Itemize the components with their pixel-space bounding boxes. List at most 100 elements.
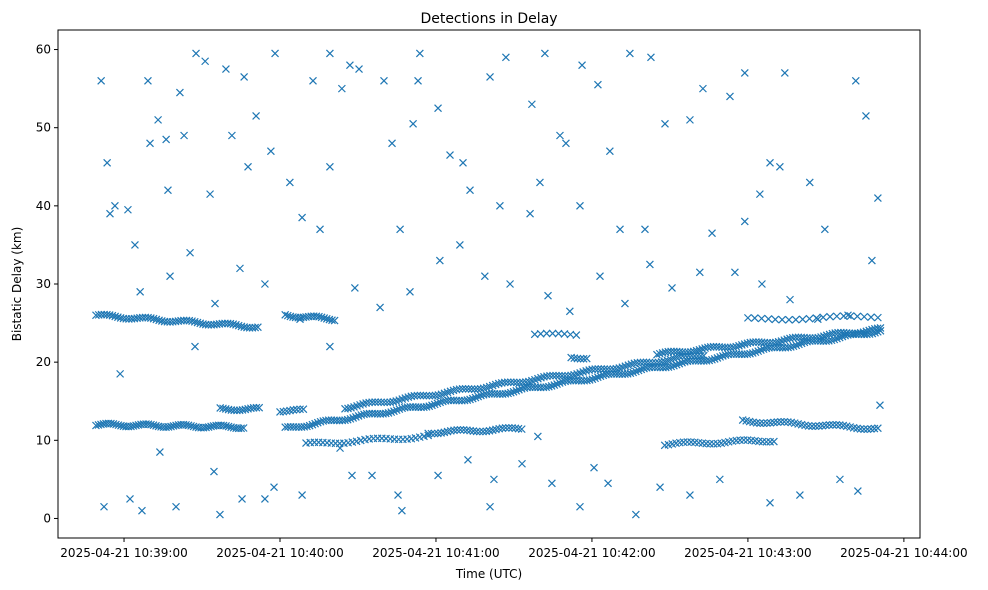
scatter-point [853, 312, 862, 321]
scatter-point [501, 423, 510, 432]
y-tick-label: 30 [36, 277, 51, 291]
scatter-point [696, 352, 705, 360]
scatter-point [449, 386, 458, 395]
scatter-point [271, 49, 279, 58]
scatter-point [446, 426, 455, 435]
scatter-point [778, 315, 787, 324]
scatter-point [387, 408, 396, 417]
scatter-point [518, 459, 526, 468]
scatter-point [762, 437, 771, 446]
scatter-point [667, 347, 676, 356]
scatter-point [669, 361, 678, 370]
scatter-point [276, 408, 284, 416]
scatter-point [236, 264, 244, 273]
scatter-point [856, 328, 865, 337]
scatter-point [863, 425, 872, 434]
scatter-point [565, 307, 574, 316]
scatter-point [792, 341, 801, 350]
scatter-point [633, 358, 642, 367]
scatter-point [657, 358, 666, 366]
scatter-point [832, 312, 841, 321]
scatter-point [380, 398, 389, 407]
scatter-point [544, 291, 552, 300]
scatter-point [434, 391, 443, 399]
scatter-point [819, 332, 828, 341]
scatter-point [97, 76, 106, 85]
scatter-point [593, 80, 602, 89]
scatter-point [821, 421, 830, 430]
scatter-point [396, 225, 405, 234]
scatter-point [222, 65, 230, 74]
scatter-point [591, 374, 599, 383]
x-axis: 2025-04-21 10:39:00 2025-04-21 10:40:00 20… [60, 538, 968, 560]
scatter-point [270, 483, 278, 492]
scatter-point [726, 92, 734, 101]
scatter-point [612, 364, 621, 373]
scatter-point [289, 406, 298, 414]
scatter-point [503, 378, 512, 387]
scatter-point [479, 427, 487, 436]
scatter-point [425, 391, 434, 400]
scatter-point [699, 84, 707, 93]
scatter-point [578, 61, 586, 70]
scatter-point [755, 190, 764, 199]
scatter-point [836, 475, 844, 484]
scatter-point [283, 311, 292, 320]
scatter-point [757, 314, 766, 323]
scatter-point [462, 426, 471, 435]
scatter-point [467, 385, 476, 393]
scatter-point [710, 354, 719, 363]
scatter-point [285, 178, 294, 187]
scatter-point [737, 341, 746, 349]
scatter-point [316, 225, 324, 234]
x-tick-label: 2025-04-21 10:40:00 [216, 546, 343, 560]
scatter-point [266, 147, 275, 156]
scatter-point [252, 403, 261, 412]
scatter-point [808, 422, 816, 431]
scatter-point [705, 439, 714, 448]
scatter-point [501, 53, 510, 62]
scatter-point [678, 348, 687, 357]
scatter-point [192, 49, 200, 58]
scatter-point [867, 256, 876, 265]
scatter-point [561, 371, 569, 380]
scatter-point [641, 225, 649, 234]
scatter-point [828, 420, 837, 429]
scatter-point [730, 268, 739, 277]
scatter-point [232, 320, 240, 329]
scatter-point [713, 353, 722, 362]
scatter-point [567, 353, 576, 362]
scatter-point [515, 385, 523, 394]
scatter-point [777, 337, 786, 345]
scatter-point [508, 423, 516, 432]
scatter-point [553, 380, 561, 388]
x-tick-label: 2025-04-21 10:43:00 [684, 546, 811, 560]
scatter-point [455, 240, 464, 249]
scatter-point [626, 369, 635, 378]
scatter-point [376, 303, 385, 312]
scatter-point [251, 323, 260, 332]
scatter-point [138, 506, 146, 515]
scatter-point [406, 287, 414, 296]
y-tick-label: 50 [36, 121, 51, 135]
scatter-point [825, 330, 834, 339]
scatter-point [252, 112, 261, 120]
scatter-point [459, 425, 468, 434]
scatter-point [404, 393, 413, 402]
scatter-point [506, 280, 514, 288]
scatter-point [832, 420, 841, 429]
scatter-point [424, 429, 433, 438]
scatter-point [341, 404, 349, 413]
scatter-point [692, 346, 701, 355]
scatter-point [227, 131, 236, 140]
scatter-point [296, 405, 304, 414]
scatter-point [867, 425, 875, 433]
scatter-point [735, 341, 743, 350]
scatter-point [305, 421, 314, 430]
scatter-point [645, 358, 654, 367]
scatter-point [210, 467, 218, 476]
scatter-point [585, 366, 594, 375]
scatter-point [298, 213, 307, 222]
scatter-point [506, 388, 515, 397]
scatter-point [175, 88, 184, 97]
